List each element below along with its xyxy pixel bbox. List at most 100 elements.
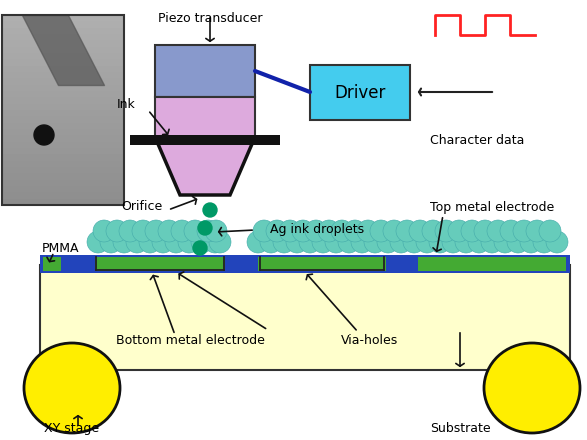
Bar (2, 28, 124, 34)
Circle shape (396, 220, 418, 242)
Circle shape (184, 220, 206, 242)
Circle shape (416, 231, 438, 253)
Bar (2, 72, 124, 78)
Text: Top metal electrode: Top metal electrode (430, 202, 554, 214)
Bar (2, 180, 124, 186)
Circle shape (292, 220, 314, 242)
Circle shape (331, 220, 353, 242)
Circle shape (152, 231, 174, 253)
Circle shape (533, 231, 555, 253)
Bar (2, 161, 124, 167)
Circle shape (429, 231, 451, 253)
Circle shape (299, 231, 321, 253)
Text: Orifice: Orifice (121, 201, 162, 213)
Bar (2, 21, 124, 28)
Circle shape (279, 220, 301, 242)
Bar (2, 154, 124, 161)
Bar (2, 59, 124, 66)
Circle shape (198, 221, 212, 235)
Circle shape (409, 220, 431, 242)
Text: Substrate: Substrate (430, 422, 490, 435)
Circle shape (34, 125, 54, 145)
Bar (2, 173, 124, 180)
Circle shape (474, 220, 496, 242)
Circle shape (364, 231, 386, 253)
Circle shape (113, 231, 135, 253)
Circle shape (351, 231, 373, 253)
Ellipse shape (24, 343, 120, 433)
Circle shape (145, 220, 167, 242)
Circle shape (370, 220, 392, 242)
Bar (2, 15, 124, 205)
Circle shape (481, 231, 503, 253)
Circle shape (286, 231, 308, 253)
Circle shape (126, 231, 148, 253)
Circle shape (87, 231, 109, 253)
Polygon shape (155, 137, 255, 195)
Text: Bottom metal electrode: Bottom metal electrode (116, 334, 264, 346)
Text: Character data: Character data (430, 133, 524, 147)
Bar (2, 148, 124, 154)
Text: Ag ink droplets: Ag ink droplets (270, 224, 364, 236)
Bar (2, 34, 124, 40)
Bar (95, 257, 225, 271)
Bar (2, 66, 124, 72)
Circle shape (338, 231, 360, 253)
Circle shape (132, 220, 154, 242)
Circle shape (526, 220, 548, 242)
Circle shape (448, 220, 470, 242)
Circle shape (344, 220, 366, 242)
Circle shape (507, 231, 529, 253)
Circle shape (383, 220, 405, 242)
Bar (40, 255, 570, 273)
Bar (155, 45, 255, 97)
Circle shape (539, 220, 561, 242)
Bar (2, 136, 124, 142)
Circle shape (106, 220, 128, 242)
Circle shape (171, 220, 193, 242)
Text: PMMA: PMMA (42, 242, 79, 254)
Circle shape (455, 231, 477, 253)
Bar (2, 192, 124, 199)
Bar (40, 265, 570, 370)
Circle shape (435, 220, 457, 242)
Bar (2, 78, 124, 84)
Circle shape (325, 231, 347, 253)
Bar (2, 84, 124, 91)
Circle shape (513, 220, 535, 242)
Circle shape (318, 220, 340, 242)
Bar (258, 257, 386, 271)
Circle shape (100, 231, 122, 253)
Text: Piezo transducer: Piezo transducer (158, 12, 262, 25)
Circle shape (494, 231, 516, 253)
Text: Driver: Driver (335, 84, 386, 102)
Circle shape (312, 231, 334, 253)
Circle shape (377, 231, 399, 253)
Bar (310, 65, 410, 120)
Bar (2, 199, 124, 205)
Bar (2, 167, 124, 173)
Text: Via-holes: Via-holes (342, 334, 399, 346)
Circle shape (93, 220, 115, 242)
Circle shape (546, 231, 568, 253)
Bar (2, 110, 124, 116)
Bar (2, 15, 124, 21)
Circle shape (520, 231, 542, 253)
Circle shape (204, 231, 226, 253)
Bar (418, 257, 566, 271)
Circle shape (193, 241, 207, 255)
Circle shape (461, 220, 483, 242)
Circle shape (260, 231, 282, 253)
Bar (2, 142, 124, 148)
Bar (2, 104, 124, 110)
Circle shape (273, 231, 295, 253)
Bar (2, 116, 124, 123)
Bar (2, 123, 124, 129)
Circle shape (403, 231, 425, 253)
Circle shape (442, 231, 464, 253)
Bar (2, 91, 124, 97)
Bar (2, 53, 124, 59)
Bar (2, 129, 124, 136)
Circle shape (205, 220, 227, 242)
Bar (130, 135, 280, 145)
